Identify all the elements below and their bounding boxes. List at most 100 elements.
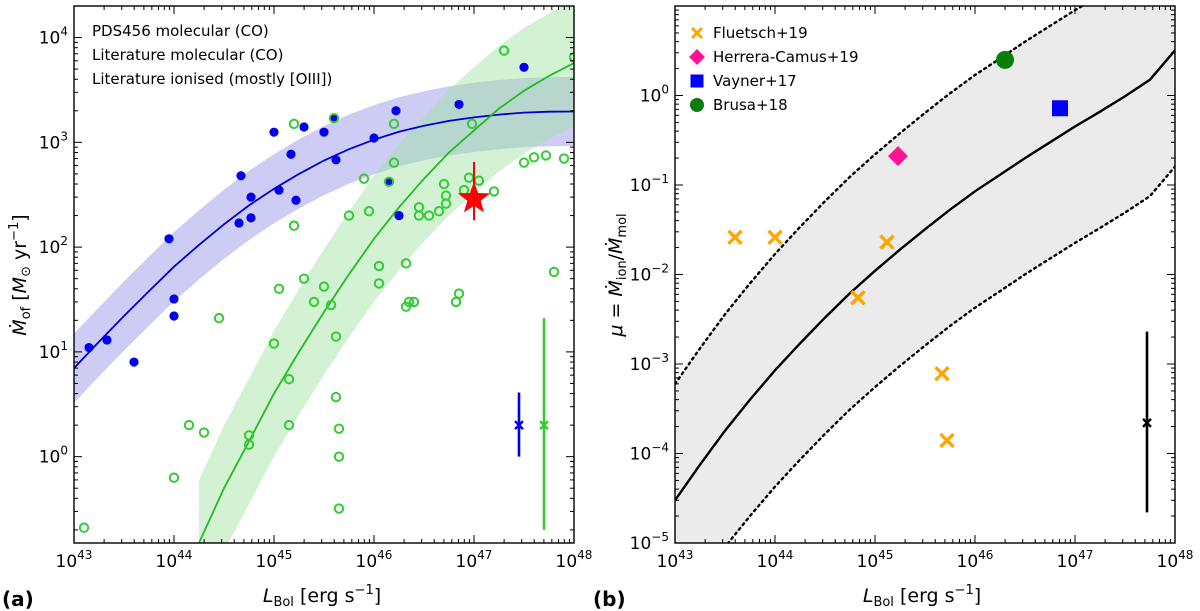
data-point [519, 62, 529, 72]
data-point [518, 157, 530, 168]
data-point [102, 335, 112, 345]
data-point [333, 503, 345, 514]
data-point [595, 90, 603, 98]
data-point [423, 210, 435, 221]
data-point [400, 258, 412, 269]
error-bar-marker [514, 420, 524, 430]
data-point [727, 229, 743, 246]
data-point [319, 127, 329, 137]
y-tick-label: 10−2 [630, 262, 669, 286]
data-point [388, 118, 400, 130]
axis-ticks: 1043 1044 1045 1046 1047 1048 100 101 102 103 104 [39, 5, 593, 572]
x-tick-label: 1043 [56, 548, 93, 572]
data-point [850, 290, 866, 306]
data-point [273, 283, 285, 295]
data-point [299, 122, 309, 132]
data-point [888, 146, 908, 167]
y-tick-label: 102 [39, 234, 68, 258]
data-point [996, 50, 1014, 69]
data-point [243, 430, 255, 441]
data-point [363, 206, 375, 217]
data-point [610, 84, 618, 92]
x-tick-label: 1045 [857, 548, 894, 572]
data-point [333, 423, 345, 434]
x-tick-label: 1047 [456, 548, 493, 572]
data-point [498, 45, 510, 56]
x-tick-label: 1044 [757, 548, 794, 572]
data-point [391, 106, 401, 116]
error-bar-marker [539, 420, 549, 430]
x-tick-label: 1048 [556, 548, 593, 572]
legend-entry-vayner: Vayner+17 [713, 72, 797, 90]
legend-marker-x [690, 26, 704, 40]
legend: PDS456 molecular (CO) Literature molecul… [92, 22, 332, 88]
error-bars [1142, 331, 1152, 513]
band-edge-dotted-line [675, 6, 1085, 386]
x-tick-label: 1044 [156, 548, 193, 572]
data-point [243, 439, 255, 450]
data-point-star [457, 181, 491, 213]
data-point [358, 173, 370, 184]
legend-marker-square [690, 74, 704, 88]
data-point [288, 118, 300, 130]
panel-label-b: (b) [593, 587, 626, 611]
x-tick-label: 1043 [657, 548, 694, 572]
data-point [234, 218, 244, 228]
confidence-bands [675, 6, 1175, 543]
y-tick-label: 10−4 [630, 441, 669, 465]
y-tick-label: 10−1 [630, 172, 669, 196]
legend-entry-brusa: Brusa+18 [713, 96, 788, 114]
fit-line [675, 49, 1175, 501]
x-axis-label-b: LBol [erg s−1] [863, 583, 981, 610]
data-point [453, 288, 465, 299]
data-point [213, 312, 225, 324]
data-point [433, 206, 445, 217]
plot-frame [73, 5, 575, 544]
data-point [403, 296, 415, 308]
x-tick-label: 1047 [1057, 548, 1094, 572]
data-point [329, 113, 339, 123]
legend: Fluetsch+19 Herrera-Camus+19 Vayner+17 B… [689, 24, 859, 114]
data-point [879, 234, 895, 250]
y-tick-label: 101 [39, 339, 68, 363]
legend-entry-literature-ionised: Literature ionised (mostly [OIII]) [92, 70, 332, 88]
confidence-band [74, 76, 574, 403]
data-point [328, 112, 340, 124]
data-point [308, 296, 320, 308]
data-point [767, 229, 783, 246]
panel-a: 1043 1044 1045 1046 1047 1048100101102103104 … [2, 5, 618, 611]
data-point [169, 311, 179, 321]
data-point [466, 118, 478, 130]
data-point [298, 273, 310, 284]
data-point [333, 451, 345, 462]
fit-line [198, 62, 574, 543]
y-axis-label-a: Ṁof [M⊙ yr−1] [7, 214, 34, 335]
data-point [343, 210, 355, 221]
data-point [269, 127, 279, 137]
x-tick-label: 1045 [256, 548, 293, 572]
data-point [84, 342, 94, 353]
legend-marker-circle [690, 98, 704, 112]
data-point [168, 472, 180, 483]
data-points [78, 45, 618, 533]
data-point [129, 357, 139, 367]
legend-marker-diamond [689, 49, 705, 65]
band-edge-dotted-line [726, 165, 1175, 543]
axis-ticks: 1043 1044 1045 1046 1047 1048 10−5 10−4 10−3 10−2… [630, 5, 1193, 572]
fit-lines [74, 62, 574, 543]
data-point [394, 210, 404, 221]
y-tick-label: 10−5 [630, 530, 669, 554]
data-point [1052, 100, 1068, 117]
legend-entry-literature-molecular: Literature molecular (CO) [92, 46, 283, 64]
data-point [283, 419, 295, 431]
data-point [450, 296, 462, 308]
fit-lines [675, 6, 1175, 543]
data-point [383, 176, 395, 188]
data-point [274, 185, 284, 195]
data-point [369, 133, 379, 143]
legend-entry-herrera-camus: Herrera-Camus+19 [713, 48, 859, 66]
data-point [600, 114, 608, 122]
data-point [291, 195, 301, 205]
x-axis-label-a: LBol [erg s−1] [263, 583, 381, 610]
